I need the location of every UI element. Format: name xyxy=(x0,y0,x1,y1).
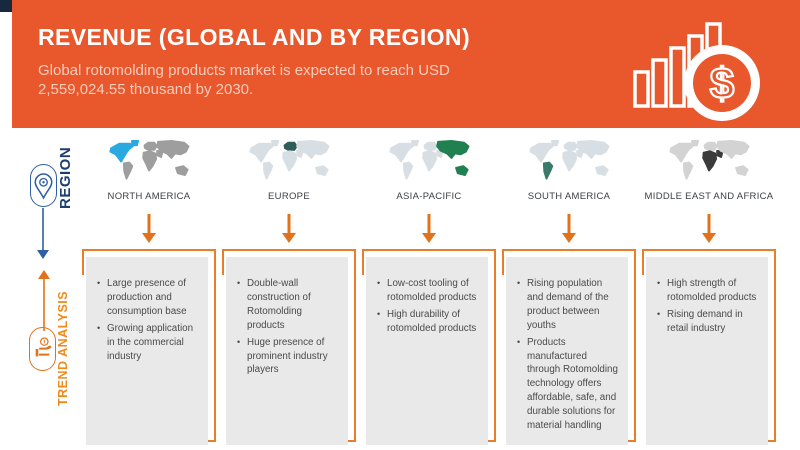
trend-box: Large presence of production and consump… xyxy=(82,249,216,445)
trend-bullet: Rising population and demand of the prod… xyxy=(516,277,619,333)
column-asia-pacific: ASIA-PACIFIC Low-cost tooling of rotomol… xyxy=(362,134,496,445)
world-map-middle-east-africa xyxy=(669,140,750,180)
region-rail-label: REGION xyxy=(57,146,74,210)
trend-bullet: High durability of rotomolded products xyxy=(376,308,479,336)
region-columns: NORTH AMERICA Large presence of producti… xyxy=(82,134,776,445)
trend-box-frame xyxy=(502,249,636,275)
region-connector-arrow-icon xyxy=(37,208,49,259)
down-arrow-icon xyxy=(282,214,296,243)
region-label: ASIA-PACIFIC xyxy=(396,191,462,202)
trend-bullet: Double-wall construction of Rotomolding … xyxy=(236,277,339,333)
region-label: EUROPE xyxy=(268,191,310,202)
down-arrow-icon xyxy=(702,214,716,243)
trend-bullet: Low-cost tooling of rotomolded products xyxy=(376,277,479,305)
trend-box: Double-wall construction of Rotomolding … xyxy=(222,249,356,445)
header-banner: REVENUE (GLOBAL AND BY REGION) Global ro… xyxy=(12,0,800,128)
trend-box-frame xyxy=(642,249,776,275)
world-map-north-america xyxy=(109,140,190,180)
world-map-asia-pacific xyxy=(389,140,470,180)
bar-chart-dollar-icon: $ xyxy=(633,22,760,121)
region-label: MIDDLE EAST AND AFRICA xyxy=(644,191,774,202)
header-subtitle: Global rotomolding products market is ex… xyxy=(38,62,450,98)
trend-bullet: High strength of rotomolded products xyxy=(656,277,759,305)
world-map-south-america xyxy=(529,140,610,180)
trend-bullet: Growing application in the commercial in… xyxy=(96,322,199,364)
page-title: REVENUE (GLOBAL AND BY REGION) xyxy=(38,24,470,50)
trend-connector-arrow-icon xyxy=(38,270,50,331)
column-middle-east-africa: MIDDLE EAST AND AFRICA High strength of … xyxy=(642,134,776,445)
trend-analysis-rail-label: TREND ANALYSIS xyxy=(56,290,70,406)
column-north-america: NORTH AMERICA Large presence of producti… xyxy=(82,134,216,445)
column-europe: EUROPE Double-wall construction of Rotom… xyxy=(222,134,356,445)
trend-box-frame xyxy=(222,249,356,275)
trend-box-body: Large presence of production and consump… xyxy=(86,257,208,445)
trend-bullet: Large presence of production and consump… xyxy=(96,277,199,319)
trend-box-frame xyxy=(82,249,216,275)
hand-coin-icon xyxy=(29,327,56,371)
trend-box: Rising population and demand of the prod… xyxy=(502,249,636,445)
down-arrow-icon xyxy=(422,214,436,243)
trend-box-body: Rising population and demand of the prod… xyxy=(506,257,628,445)
svg-text:$: $ xyxy=(710,60,734,109)
trend-box-body: Low-cost tooling of rotomolded products … xyxy=(366,257,488,445)
trend-bullet: Products manufactured through Rotomoldin… xyxy=(516,336,619,433)
location-pin-icon xyxy=(30,164,57,207)
region-label: SOUTH AMERICA xyxy=(527,191,611,202)
world-map-europe xyxy=(249,140,330,180)
trend-box-body: Double-wall construction of Rotomolding … xyxy=(226,257,348,445)
corner-accent-square xyxy=(0,0,12,12)
trend-bullet: Huge presence of prominent industry play… xyxy=(236,336,339,378)
trend-box: High strength of rotomolded products Ris… xyxy=(642,249,776,445)
trend-bullet: Rising demand in retail industry xyxy=(656,308,759,336)
trend-box-frame xyxy=(362,249,496,275)
down-arrow-icon xyxy=(562,214,576,243)
trend-box-body: High strength of rotomolded products Ris… xyxy=(646,257,768,445)
trend-box: Low-cost tooling of rotomolded products … xyxy=(362,249,496,445)
down-arrow-icon xyxy=(142,214,156,243)
region-label: NORTH AMERICA xyxy=(107,191,191,202)
column-south-america: SOUTH AMERICA Rising population and dema… xyxy=(502,134,636,445)
